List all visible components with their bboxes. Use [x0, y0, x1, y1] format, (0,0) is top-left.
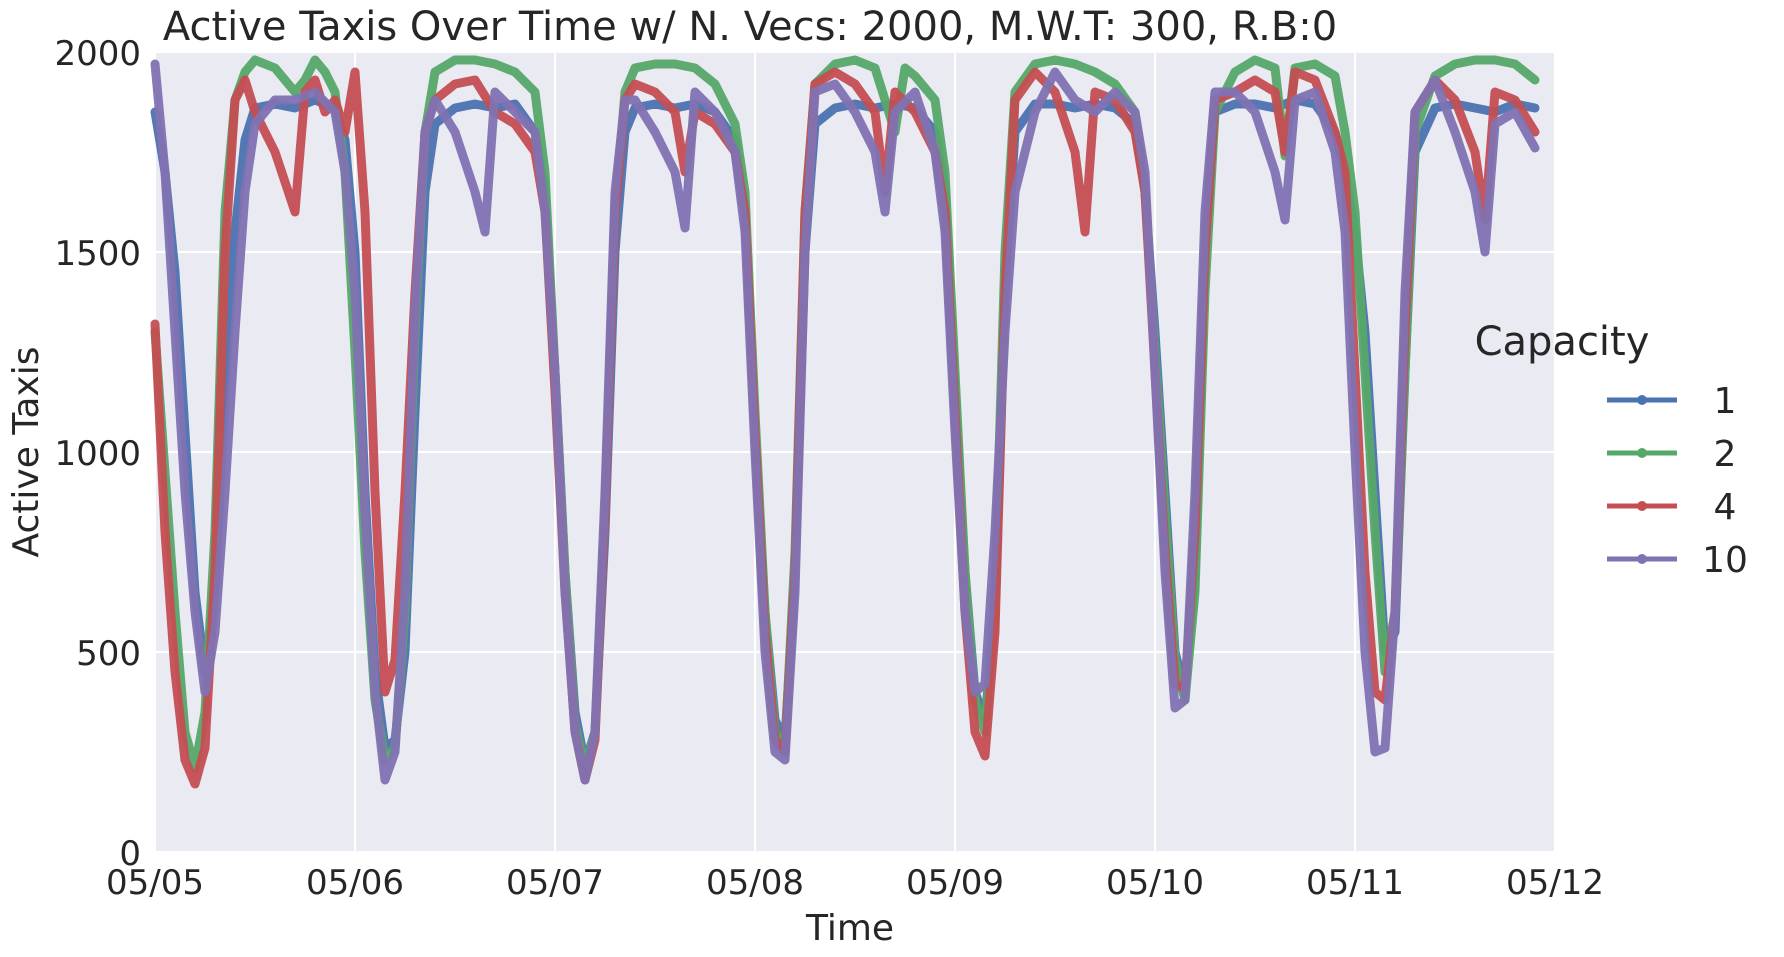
legend-title: Capacity	[1475, 319, 1650, 365]
legend-label-4: 4	[1714, 487, 1737, 528]
legend-label-1: 1	[1714, 381, 1737, 422]
x-tick-label: 05/11	[1306, 863, 1404, 903]
series-lines	[150, 55, 1540, 789]
x-tick-label: 05/12	[1506, 863, 1604, 903]
x-tick-label: 05/10	[1106, 863, 1204, 903]
x-tick-label: 05/09	[906, 863, 1004, 903]
legend-marker-2	[1637, 448, 1647, 458]
series-line-capacity-10	[150, 59, 1540, 785]
axis-tick-labels: 0 500 1000 1500 2000 05/05 05/06 05/07 05/08 05/0…	[54, 34, 1604, 903]
y-tick-label: 2000	[54, 34, 141, 74]
x-tick-label: 05/06	[306, 863, 404, 903]
x-tick-label: 05/07	[506, 863, 604, 903]
legend-marker-4	[1637, 501, 1647, 511]
x-tick-label: 05/05	[106, 863, 204, 903]
y-tick-label: 500	[76, 634, 141, 674]
chart-title: Active Taxis Over Time w/ N. Vecs: 2000,…	[163, 4, 1337, 50]
y-axis-label: Active Taxis	[6, 347, 47, 558]
legend-label-10: 10	[1702, 540, 1748, 581]
x-tick-label: 05/08	[706, 863, 804, 903]
x-axis-label: Time	[805, 908, 894, 949]
legend-label-2: 2	[1714, 434, 1737, 475]
y-tick-label: 1500	[54, 234, 141, 274]
legend-marker-1	[1637, 395, 1647, 405]
legend-marker-10	[1637, 554, 1647, 564]
y-tick-label: 1000	[54, 434, 141, 474]
legend: Capacity 1 2 4 10	[1475, 319, 1748, 581]
y-tick-label: 0	[119, 834, 141, 874]
